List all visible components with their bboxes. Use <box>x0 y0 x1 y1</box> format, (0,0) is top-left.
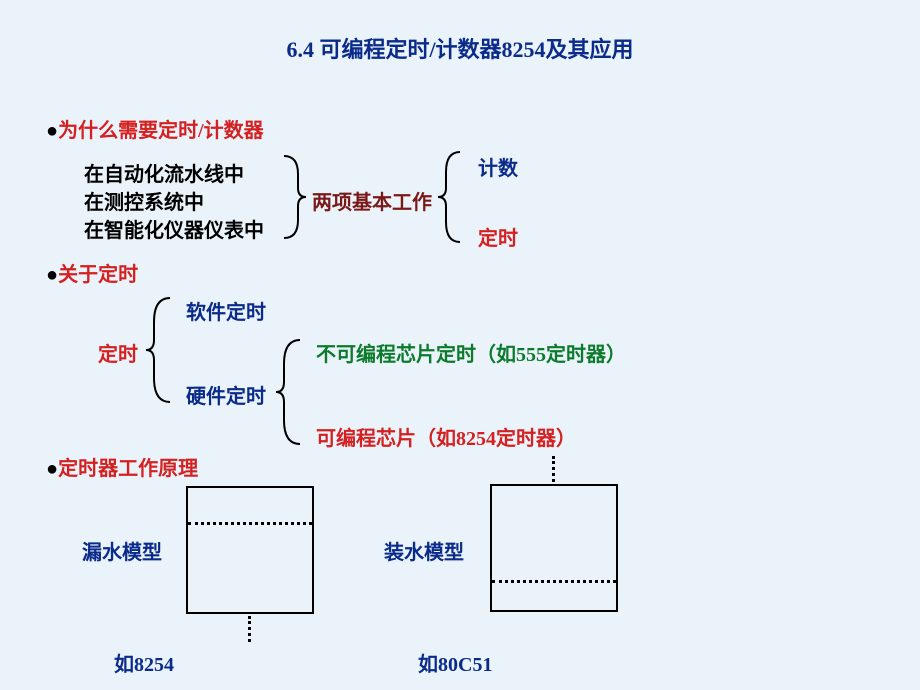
model2-caption: 如80C51 <box>418 648 492 677</box>
model2-label: 装水模型 <box>384 536 464 565</box>
section1-left-item: 在智能化仪器仪表中 <box>84 214 264 243</box>
section1-left-item: 在自动化流水线中 <box>84 158 244 187</box>
section1-center: 两项基本工作 <box>312 186 432 215</box>
section2-sub: 不可编程芯片定时（如555定时器） <box>316 338 626 367</box>
model2-box <box>490 484 618 612</box>
section2-sub: 可编程芯片（如8254定时器） <box>316 422 576 451</box>
section2-branch: 硬件定时 <box>186 380 266 409</box>
section1-left-item: 在测控系统中 <box>84 186 204 215</box>
bullet-icon: ● <box>46 458 58 480</box>
model1-caption: 如8254 <box>114 648 174 677</box>
brace-icon <box>436 150 464 244</box>
bullet-icon: ● <box>46 120 58 142</box>
brace-icon <box>274 338 304 446</box>
section1-right-item: 定时 <box>478 222 518 251</box>
page-title: 6.4 可编程定时/计数器8254及其应用 <box>0 32 920 64</box>
section2-branch: 软件定时 <box>186 296 266 325</box>
brace-icon <box>144 296 174 404</box>
bullet-icon: ● <box>46 264 58 286</box>
model1-box <box>186 486 314 614</box>
model2-waterline <box>492 580 616 583</box>
model1-label: 漏水模型 <box>82 536 162 565</box>
brace-icon <box>280 154 308 240</box>
section3-heading: ●定时器工作原理 <box>46 452 198 481</box>
model2-drip <box>552 456 555 482</box>
model1-drip <box>248 616 251 642</box>
model1-waterline <box>188 522 312 525</box>
section2-root: 定时 <box>98 338 138 367</box>
section2-heading: ●关于定时 <box>46 258 138 287</box>
section1-right-item: 计数 <box>478 152 518 181</box>
section1-heading: ●为什么需要定时/计数器 <box>46 114 264 143</box>
